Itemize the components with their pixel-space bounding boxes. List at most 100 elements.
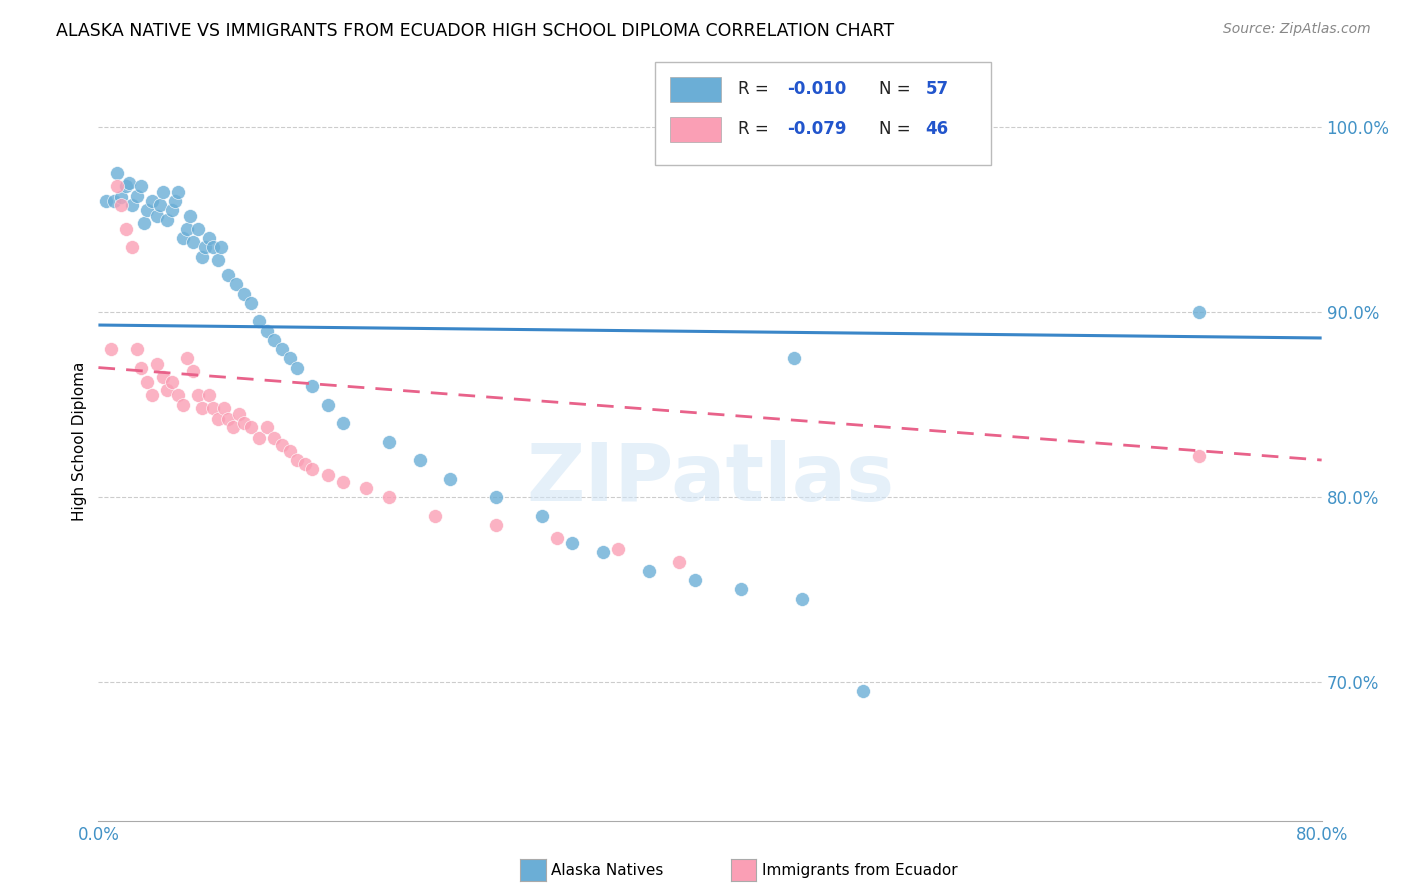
Point <box>187 222 209 236</box>
Point <box>125 188 148 202</box>
Point <box>423 508 446 523</box>
Point <box>270 438 292 452</box>
Point <box>94 194 117 208</box>
Point <box>485 517 508 532</box>
Point <box>378 434 401 449</box>
Point <box>160 203 183 218</box>
Point <box>100 342 122 356</box>
Point <box>228 407 250 421</box>
Point <box>167 185 190 199</box>
Point <box>240 296 263 310</box>
Point <box>247 314 270 328</box>
Point <box>141 388 163 402</box>
Point <box>263 333 285 347</box>
Point <box>217 412 239 426</box>
Point <box>181 235 204 249</box>
Point <box>197 231 219 245</box>
Point <box>683 573 706 587</box>
Point <box>125 342 148 356</box>
Point <box>668 555 690 569</box>
Point <box>263 431 285 445</box>
Text: N =: N = <box>879 80 915 98</box>
Point <box>172 231 194 245</box>
Point <box>152 185 174 199</box>
Point <box>852 684 875 698</box>
Point <box>332 475 354 490</box>
Point <box>105 166 128 180</box>
Text: 46: 46 <box>925 120 949 138</box>
Point <box>197 388 219 402</box>
Point <box>207 412 229 426</box>
Point <box>232 286 254 301</box>
Text: N =: N = <box>879 120 915 138</box>
Point <box>316 467 339 482</box>
Point <box>118 176 141 190</box>
Point <box>176 222 198 236</box>
Point <box>152 369 174 384</box>
Point <box>240 419 263 434</box>
Point <box>485 490 508 504</box>
Text: Alaska Natives: Alaska Natives <box>551 863 664 878</box>
Point <box>134 216 156 230</box>
Point <box>191 401 214 416</box>
Point <box>176 351 198 366</box>
Point <box>163 194 186 208</box>
Point <box>179 209 201 223</box>
Point <box>121 240 143 254</box>
Text: Source: ZipAtlas.com: Source: ZipAtlas.com <box>1223 22 1371 37</box>
Point <box>607 541 630 556</box>
Point <box>1188 450 1211 464</box>
Point <box>207 253 229 268</box>
Point <box>592 545 614 559</box>
Point <box>225 277 247 292</box>
Point <box>439 471 461 485</box>
Point <box>167 388 190 402</box>
Text: ZIPatlas: ZIPatlas <box>526 441 894 518</box>
Point <box>156 383 179 397</box>
Text: ALASKA NATIVE VS IMMIGRANTS FROM ECUADOR HIGH SCHOOL DIPLOMA CORRELATION CHART: ALASKA NATIVE VS IMMIGRANTS FROM ECUADOR… <box>56 22 894 40</box>
Point <box>1188 305 1211 319</box>
Point <box>232 416 254 430</box>
Point <box>172 398 194 412</box>
Point <box>316 398 339 412</box>
Text: -0.079: -0.079 <box>787 120 846 138</box>
Point <box>256 419 278 434</box>
Point <box>129 360 152 375</box>
Point <box>222 419 245 434</box>
Point <box>285 360 308 375</box>
Point <box>546 531 568 545</box>
Point <box>332 416 354 430</box>
Point <box>110 190 132 204</box>
Point <box>278 351 301 366</box>
Point <box>129 179 152 194</box>
Point <box>145 209 167 223</box>
Bar <box>669 77 721 102</box>
Point <box>121 198 143 212</box>
Point <box>301 462 323 476</box>
Point <box>115 222 138 236</box>
Text: R =: R = <box>738 120 775 138</box>
Text: R =: R = <box>738 80 775 98</box>
Point <box>247 431 270 445</box>
Point <box>105 179 128 194</box>
Point <box>136 376 159 390</box>
Point <box>561 536 583 550</box>
Point <box>730 582 752 597</box>
Point <box>217 268 239 282</box>
Point <box>637 564 661 578</box>
Bar <box>655 62 991 165</box>
Point <box>530 508 553 523</box>
Point <box>285 453 308 467</box>
Point <box>181 364 204 378</box>
Point <box>110 198 132 212</box>
Point <box>256 324 278 338</box>
Point <box>202 240 225 254</box>
Point <box>278 443 301 458</box>
Point <box>378 490 401 504</box>
Point <box>187 388 209 402</box>
Text: Immigrants from Ecuador: Immigrants from Ecuador <box>762 863 957 878</box>
Point <box>354 481 377 495</box>
Point <box>294 457 316 471</box>
Point <box>141 194 163 208</box>
Point <box>202 401 225 416</box>
